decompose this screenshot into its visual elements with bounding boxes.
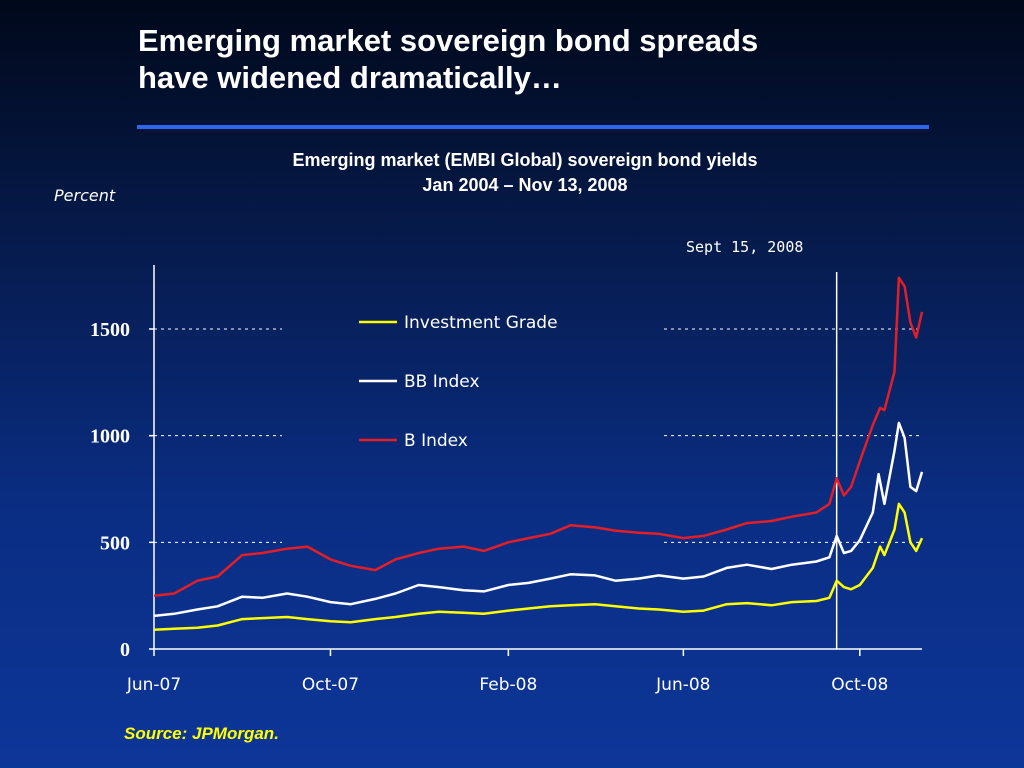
y-tick-label-1500: 1500: [90, 319, 130, 341]
series-line-bb-index: [153, 421, 924, 618]
legend-label-b-index: B Index: [404, 431, 468, 451]
source-note: Source: JPMorgan.: [124, 724, 279, 743]
event-annotation-label: Sept 15, 2008: [686, 238, 804, 256]
x-tick-label-Oct-08: Oct-08: [831, 675, 888, 695]
x-tick-label-Jun-07: Jun-07: [126, 675, 181, 695]
x-tick-label-Oct-07: Oct-07: [302, 675, 359, 695]
title-divider: [137, 125, 929, 129]
series-line-investment-grade: [153, 502, 924, 632]
x-tick-label-Feb-08: Feb-08: [479, 675, 537, 695]
y-tick-label-0: 0: [120, 639, 130, 661]
y-tick-label-1000: 1000: [90, 426, 130, 448]
slide-title-line-1: Emerging market sovereign bond spreads: [138, 23, 759, 58]
chart-title-line-1: Emerging market (EMBI Global) sovereign …: [292, 150, 758, 170]
series-line-b-index: [153, 276, 924, 597]
legend-label-bb-index: BB Index: [404, 372, 480, 392]
y-axis-label: Percent: [54, 186, 116, 205]
x-tick-label-Jun-08: Jun-08: [655, 675, 710, 695]
slide-title: Emerging market sovereign bond spreads h…: [138, 22, 758, 96]
legend-label-investment-grade: Investment Grade: [404, 313, 558, 333]
chart-title-line-2: Jan 2004 – Nov 13, 2008: [422, 175, 628, 195]
slide-title-line-2: have widened dramatically…: [138, 60, 562, 95]
chart-title: Emerging market (EMBI Global) sovereign …: [226, 148, 824, 198]
y-tick-label-500: 500: [100, 532, 130, 554]
